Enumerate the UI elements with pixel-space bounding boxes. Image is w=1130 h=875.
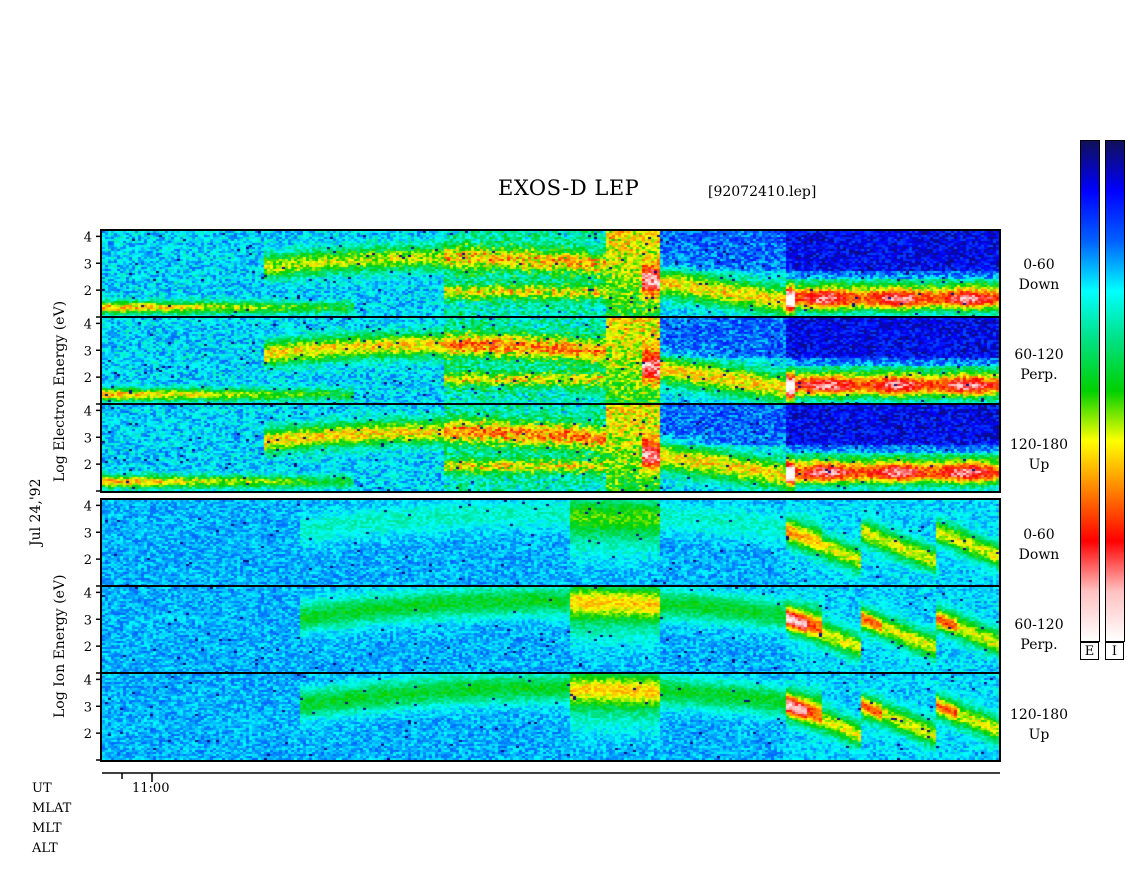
y-tick-label: 4	[84, 317, 92, 332]
panel-label-e-down: 0-60 Down	[1018, 257, 1060, 293]
ion-frame	[100, 498, 1001, 762]
chart-title: EXOS-D LEP	[498, 176, 640, 200]
electron-colorbar	[1080, 140, 1100, 642]
row-label-alt: ALT	[32, 841, 58, 856]
row-label-mlt: MLT	[32, 821, 62, 836]
y-tick-label: 4	[84, 230, 92, 245]
spectrogram-panel-3	[102, 405, 1000, 491]
ion-axis-label: Log Ion Energy (eV)	[52, 574, 68, 718]
panel-label-i-perp: 60-120 Perp.	[1014, 617, 1064, 653]
y-tick-label: 3	[84, 613, 92, 628]
panel-label-e-up: 120-180 Up	[1009, 437, 1069, 473]
colorbar-label-i: I	[1105, 642, 1124, 660]
colorbar-label-e: E	[1080, 642, 1099, 660]
electron-frame	[100, 229, 1001, 493]
y-tick-label: 2	[84, 727, 92, 742]
y-tick-label: 4	[84, 499, 92, 514]
row-label-mlat: MLAT	[32, 801, 72, 816]
y-tick-label: 4	[84, 586, 92, 601]
panel-label-i-up: 120-180 Up	[1009, 707, 1069, 743]
y-tick-label: 3	[84, 700, 92, 715]
file-name: [92072410.lep]	[708, 184, 817, 200]
y-tick-label: 3	[84, 344, 92, 359]
y-tick-label: 3	[84, 431, 92, 446]
date-label: Jul 24,'92	[28, 478, 44, 546]
y-tick-label: 2	[84, 371, 92, 386]
spectrogram-panel-6	[102, 674, 1000, 760]
y-tick-label: 2	[84, 640, 92, 655]
spectrogram-panel-5	[102, 587, 1000, 673]
row-label-ut: UT	[32, 781, 52, 796]
y-tick-label: 4	[84, 673, 92, 688]
y-tick-label: 3	[84, 257, 92, 272]
panel-label-i-down: 0-60 Down	[1018, 527, 1060, 563]
time-row-labels: UT MLAT MLT ALT	[32, 779, 71, 859]
panel-label-e-perp: 60-120 Perp.	[1014, 347, 1064, 383]
electron-axis-label: Log Electron Energy (eV)	[52, 300, 68, 482]
spectrogram-panel-2	[102, 318, 1000, 404]
spectrogram-panel-1	[102, 231, 1000, 317]
y-tick-label: 3	[84, 526, 92, 541]
y-tick-label: 2	[84, 458, 92, 473]
ion-colorbar	[1105, 140, 1125, 642]
time-tick-label: 11:00	[132, 781, 170, 796]
spectrogram-panel-4	[102, 500, 1000, 586]
y-tick-label: 2	[84, 284, 92, 299]
y-tick-label: 2	[84, 553, 92, 568]
y-tick-label: 4	[84, 404, 92, 419]
